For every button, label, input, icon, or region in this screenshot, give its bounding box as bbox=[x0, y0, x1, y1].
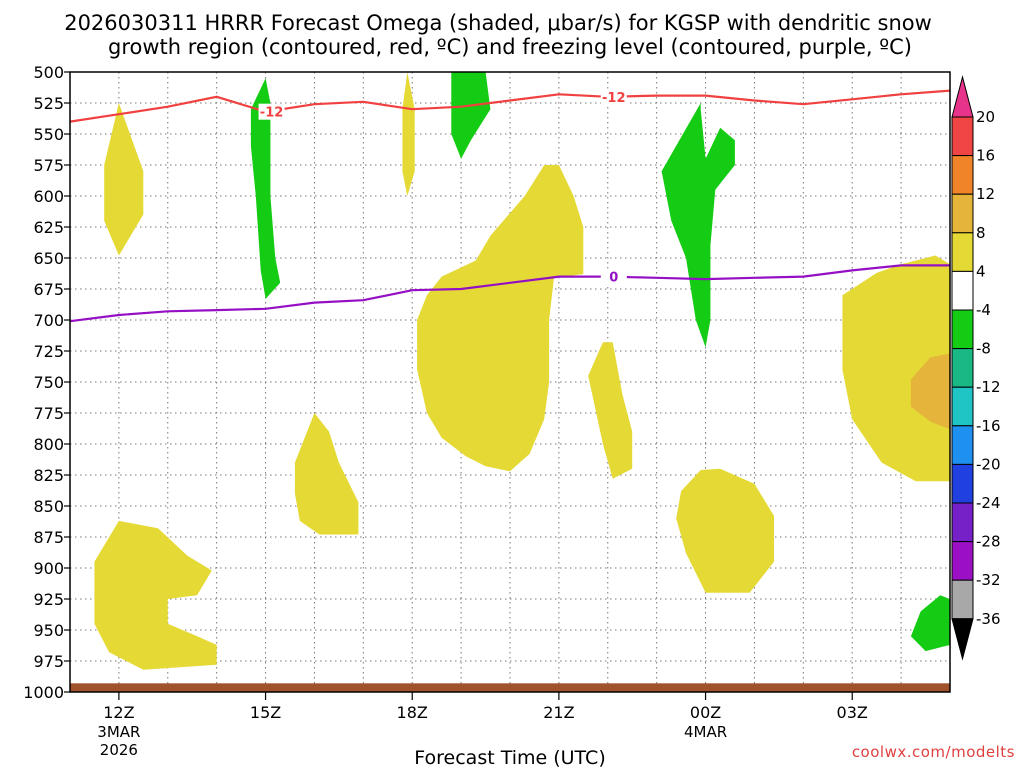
colorbar-label: -20 bbox=[976, 455, 1001, 473]
colorbar-label: 12 bbox=[976, 185, 995, 203]
y-tick-label: 800 bbox=[33, 435, 64, 454]
credit-text: coolwx.com/modelts bbox=[852, 743, 1015, 761]
x-tick-date: 4MAR bbox=[684, 723, 727, 741]
omega-shaded-regions bbox=[94, 72, 950, 670]
y-tick-label: 550 bbox=[33, 125, 64, 144]
colorbar-segment bbox=[951, 309, 974, 350]
y-tick-label: 925 bbox=[33, 590, 64, 609]
descent-area-1 bbox=[250, 78, 281, 299]
dgz-minus12-label: -12 bbox=[602, 91, 626, 106]
colorbar-label: -36 bbox=[976, 610, 1001, 628]
x-tick-label: 18Z bbox=[397, 703, 428, 722]
y-tick-label: 875 bbox=[33, 528, 64, 547]
y-axis: 500 525 550 575 600 625 650 675 700 725 750 775 800 8… bbox=[23, 63, 70, 702]
chart-title-line2: growth region (contoured, red, ºC) and f… bbox=[108, 35, 912, 59]
colorbar-label: -28 bbox=[976, 533, 1001, 551]
colorbar-label: -8 bbox=[976, 340, 991, 358]
dgz-minus12-label-bg bbox=[600, 88, 627, 105]
dgz-minus12-line bbox=[69, 89, 951, 123]
freezing-level-0-line bbox=[69, 264, 950, 323]
ascent-area-1 bbox=[104, 103, 144, 256]
colorbar-segment bbox=[951, 193, 974, 234]
colorbar-segment bbox=[951, 463, 974, 504]
y-tick-label: 900 bbox=[33, 559, 64, 578]
x-axis-label: Forecast Time (UTC) bbox=[414, 747, 605, 768]
freezing-level-0-label-bg bbox=[600, 268, 627, 285]
y-tick-label: 950 bbox=[33, 621, 64, 640]
y-tick-label: 975 bbox=[33, 652, 64, 671]
x-tick-label: 00Z bbox=[690, 703, 721, 722]
y-tick-label: 525 bbox=[33, 94, 64, 113]
colorbar-segment bbox=[951, 116, 974, 157]
colorbar-bottom-arrow bbox=[951, 618, 974, 661]
x-tick-label: 21Z bbox=[543, 703, 574, 722]
colorbar-label: 16 bbox=[976, 147, 995, 165]
ascent-area-4 bbox=[402, 72, 415, 196]
y-tick-label: 775 bbox=[33, 404, 64, 423]
colorbar-label: 4 bbox=[976, 262, 986, 280]
colorbar-segment bbox=[951, 425, 974, 465]
descent-area-3 bbox=[661, 103, 735, 348]
y-tick-label: 1000 bbox=[23, 683, 64, 702]
colorbar-label: -4 bbox=[976, 301, 991, 319]
colorbar-label: -16 bbox=[976, 417, 1001, 435]
descent-area-2 bbox=[451, 72, 491, 159]
y-tick-label: 850 bbox=[33, 497, 64, 516]
colorbar-segment bbox=[951, 386, 974, 427]
chart-title-line1: 2026030311 HRRR Forecast Omega (shaded, … bbox=[64, 11, 932, 35]
colorbar-segment bbox=[951, 348, 974, 388]
terrain-band bbox=[70, 683, 950, 692]
colorbar-segment bbox=[951, 502, 974, 543]
y-tick-label: 675 bbox=[33, 280, 64, 299]
ascent-area-strong bbox=[910, 353, 950, 430]
colorbar-segment bbox=[951, 579, 974, 620]
ascent-area-8 bbox=[842, 255, 950, 482]
colorbar-segment bbox=[951, 232, 974, 272]
y-tick-label: 500 bbox=[33, 63, 64, 82]
y-tick-label: 700 bbox=[33, 311, 64, 330]
y-tick-label: 750 bbox=[33, 373, 64, 392]
x-tick-label: 03Z bbox=[837, 703, 868, 722]
colorbar: 20 16 12 8 4 -4 -8 -12 -16 -20 -24 -28 -32 -36 bbox=[951, 75, 1001, 661]
contour-lines: -12 -12 0 bbox=[69, 88, 951, 323]
ascent-area-6 bbox=[588, 342, 633, 479]
y-tick-label: 625 bbox=[33, 218, 64, 237]
ascent-area-3 bbox=[294, 413, 359, 535]
colorbar-label: 20 bbox=[976, 108, 995, 126]
colorbar-segment bbox=[951, 541, 974, 581]
y-tick-label: 575 bbox=[33, 156, 64, 175]
dgz-minus12-label: -12 bbox=[260, 106, 284, 121]
ascent-area-7 bbox=[676, 468, 774, 593]
colorbar-segment bbox=[951, 270, 974, 311]
colorbar-top-arrow bbox=[951, 75, 974, 118]
y-tick-label: 725 bbox=[33, 342, 64, 361]
y-tick-label: 650 bbox=[33, 249, 64, 268]
descent-area-4 bbox=[910, 595, 950, 652]
x-tick-label: 12Z bbox=[103, 703, 134, 722]
x-tick-date: 3MAR bbox=[97, 723, 140, 741]
x-tick-label: 15Z bbox=[250, 703, 281, 722]
terrain-fill bbox=[70, 683, 950, 692]
freezing-level-0-label: 0 bbox=[609, 271, 618, 286]
y-tick-label: 600 bbox=[33, 187, 64, 206]
ascent-area-2 bbox=[94, 520, 217, 670]
ascent-area-5 bbox=[417, 165, 584, 472]
colorbar-label: -12 bbox=[976, 378, 1001, 396]
colorbar-label: 8 bbox=[976, 224, 986, 242]
x-tick-year: 2026 bbox=[100, 741, 138, 759]
colorbar-label: -32 bbox=[976, 571, 1001, 589]
dgz-minus12-label-bg bbox=[258, 103, 285, 120]
colorbar-label: -24 bbox=[976, 494, 1001, 512]
y-tick-label: 825 bbox=[33, 466, 64, 485]
colorbar-segment bbox=[951, 155, 974, 195]
